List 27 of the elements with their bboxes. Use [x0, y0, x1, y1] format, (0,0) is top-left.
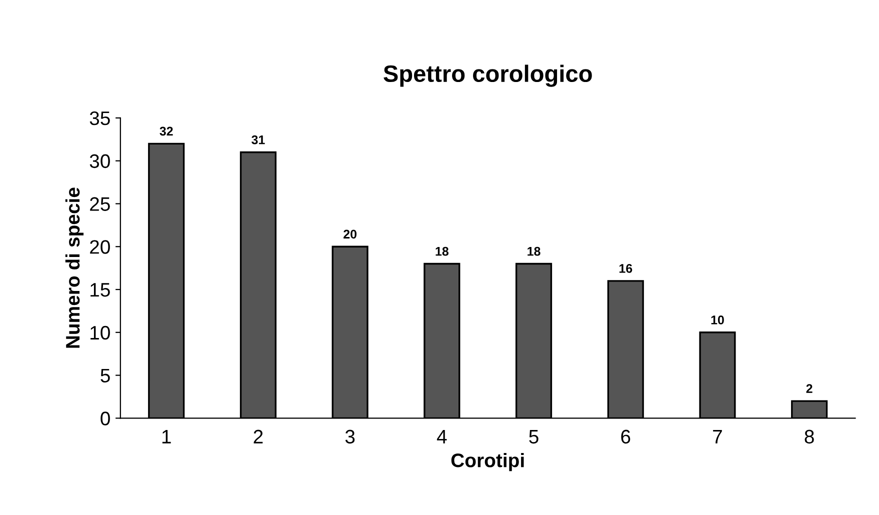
data-label: 16	[619, 264, 632, 273]
x-axis-title: Corotipi	[451, 452, 524, 472]
x-tick-label: 5	[529, 430, 538, 444]
data-label: 10	[711, 316, 724, 324]
data-label: 20	[344, 230, 356, 239]
y-axis-title: Numero di specie	[65, 188, 84, 348]
y-tick-label: 15	[90, 283, 110, 297]
x-tick-label: 1	[162, 430, 171, 444]
x-tick-label: 6	[621, 430, 630, 444]
chart-title: Spettro corologico	[384, 64, 592, 87]
y-tick-label: 25	[90, 197, 110, 211]
x-tick-label: 8	[804, 430, 814, 444]
y-tick-label: 20	[90, 240, 110, 254]
data-label: 32	[160, 126, 173, 136]
y-tick-label: 10	[90, 326, 110, 340]
data-label: 18	[436, 246, 448, 256]
data-label: 31	[252, 135, 265, 144]
y-tick-label: 0	[100, 412, 110, 426]
x-tick-label: 4	[436, 430, 447, 444]
x-tick-label: 3	[345, 430, 355, 444]
x-tick-label: 7	[713, 430, 722, 444]
y-tick-label: 35	[90, 111, 110, 126]
y-tick-label: 30	[90, 154, 110, 168]
data-label: 18	[528, 246, 540, 256]
x-tick-label: 2	[254, 430, 263, 444]
data-label: 2	[806, 384, 812, 393]
y-tick-label: 5	[100, 368, 110, 383]
